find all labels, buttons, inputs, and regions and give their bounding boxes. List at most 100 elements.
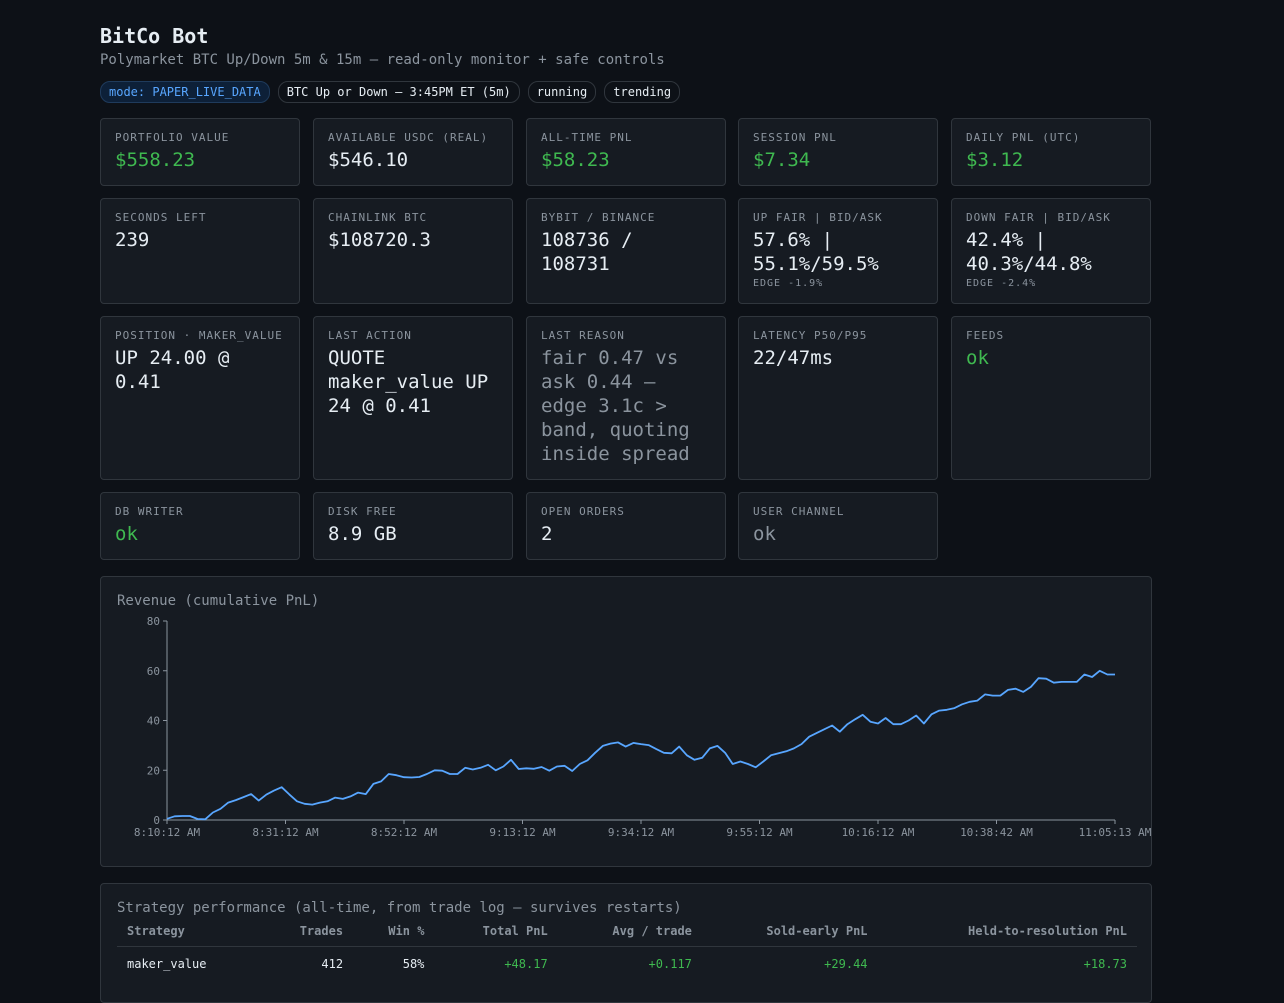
card-value: $7.34 <box>753 149 811 171</box>
run-state-badge: running <box>527 81 597 103</box>
x-tick-label: 10:16:12 AM <box>842 826 915 839</box>
card-value: $58.23 <box>541 149 610 171</box>
x-tick-label: 8:10:12 AM <box>134 826 201 839</box>
y-tick-label: 20 <box>147 764 160 777</box>
card-label: LATENCY P50/P95 <box>753 329 868 342</box>
x-tick-label: 9:13:12 AM <box>489 826 556 839</box>
card-label: CHAINLINK BTC <box>328 211 428 224</box>
table-cell: +18.73 <box>1083 957 1127 971</box>
card-daily-pnl: DAILY PNL (UTC) $3.12 <box>951 118 1151 186</box>
card-disk-free: DISK FREE 8.9 GB <box>313 492 513 560</box>
table-cell: +48.17 <box>504 957 548 971</box>
card-label: LAST ACTION <box>328 329 412 342</box>
table-cell: +29.44 <box>824 957 868 971</box>
card-up-fair: UP FAIR | BID/ASK 57.6% | 55.1%/59.5% ED… <box>738 198 938 304</box>
card-value: 42.4% | 40.3%/44.8% <box>966 229 1092 275</box>
column-header: Strategy <box>117 924 262 947</box>
page-subtitle: Polymarket BTC Up/Down 5m & 15m — read-o… <box>100 52 665 68</box>
y-tick-label: 60 <box>147 665 160 678</box>
card-label: SESSION PNL <box>753 131 837 144</box>
x-tick-label: 8:52:12 AM <box>371 826 438 839</box>
card-label: FEEDS <box>966 329 1005 342</box>
x-tick-label: 9:34:12 AM <box>608 826 675 839</box>
x-tick-label: 11:05:13 AM <box>1079 826 1151 839</box>
card-last-action: LAST ACTION QUOTE maker_value UP 24 @ 0.… <box>313 316 513 480</box>
mode-badge: mode: PAPER_LIVE_DATA <box>100 81 270 103</box>
card-value: UP 24.00 @ 0.41 <box>115 347 230 393</box>
column-header: Total PnL <box>434 924 558 947</box>
card-session-pnl: SESSION PNL $7.34 <box>738 118 938 186</box>
card-label: POSITION · MAKER_VALUE <box>115 329 283 342</box>
page-title: BitCo Bot <box>100 24 209 48</box>
card-all-time-pnl: ALL-TIME PNL $58.23 <box>526 118 726 186</box>
column-header: Held-to-resolution PnL <box>877 924 1137 947</box>
x-tick-label: 8:31:12 AM <box>252 826 319 839</box>
card-value: 239 <box>115 229 150 251</box>
card-label: UP FAIR | BID/ASK <box>753 211 883 224</box>
card-value: $558.23 <box>115 149 196 171</box>
card-label: ALL-TIME PNL <box>541 131 633 144</box>
card-value: 2 <box>541 523 553 545</box>
y-tick-label: 80 <box>147 615 160 628</box>
status-badges: mode: PAPER_LIVE_DATA BTC Up or Down — 3… <box>100 81 681 103</box>
table-cell: +0.117 <box>648 957 692 971</box>
card-feeds: FEEDS ok <box>951 316 1151 480</box>
card-value: ok <box>753 523 776 545</box>
card-value: $546.10 <box>328 149 409 171</box>
revenue-chart: 0 20 40 60 80 8:10:12 AM 8:31:12 AM 8:52:12 AM 9… <box>134 615 1151 839</box>
card-label: SECONDS LEFT <box>115 211 207 224</box>
strategy-performance-panel: Strategy performance (all-time, from tra… <box>100 883 1152 1003</box>
card-latency: LATENCY P50/P95 22/47ms <box>738 316 938 480</box>
card-bybit-binance: BYBIT / BINANCE 108736 / 108731 <box>526 198 726 304</box>
card-value: $3.12 <box>966 149 1024 171</box>
card-value: 8.9 GB <box>328 523 397 545</box>
card-label: AVAILABLE USDC (REAL) <box>328 131 489 144</box>
card-value: 108736 / 108731 <box>541 229 633 275</box>
card-label: BYBIT / BINANCE <box>541 211 656 224</box>
performance-title: Strategy performance (all-time, from tra… <box>117 900 682 916</box>
card-value: ok <box>966 347 989 369</box>
card-value: 22/47ms <box>753 347 834 369</box>
chart-title: Revenue (cumulative PnL) <box>117 593 320 609</box>
card-value: $108720.3 <box>328 229 431 251</box>
card-value: QUOTE maker_value UP 24 @ 0.41 <box>328 347 489 417</box>
table-cell: 412 <box>321 957 344 971</box>
card-edge: EDGE -2.4% <box>966 278 1037 289</box>
card-label: DAILY PNL (UTC) <box>966 131 1081 144</box>
table-row: maker_value 412 58% +48.17 +0.117 +29.44… <box>117 947 1137 971</box>
card-label: OPEN ORDERS <box>541 505 625 518</box>
regime-badge: trending <box>604 81 681 103</box>
x-tick-label: 10:38:42 AM <box>960 826 1033 839</box>
table-header-row: Strategy Trades Win % Total PnL Avg / tr… <box>117 924 1137 947</box>
table-cell: 58% <box>402 957 425 971</box>
column-header: Avg / trade <box>557 924 702 947</box>
card-value: fair 0.47 vs ask 0.44 — edge 3.1c > band… <box>541 347 690 465</box>
market-badge: BTC Up or Down — 3:45PM ET (5m) <box>277 81 520 103</box>
card-db-writer: DB WRITER ok <box>100 492 300 560</box>
card-label: LAST REASON <box>541 329 625 342</box>
column-header: Win % <box>353 924 435 947</box>
card-portfolio-value: PORTFOLIO VALUE $558.23 <box>100 118 300 186</box>
card-open-orders: OPEN ORDERS 2 <box>526 492 726 560</box>
card-value: 57.6% | 55.1%/59.5% <box>753 229 879 275</box>
column-header: Sold-early PnL <box>701 924 878 947</box>
card-available-usdc: AVAILABLE USDC (REAL) $546.10 <box>313 118 513 186</box>
series-line <box>166 669 1115 821</box>
column-header: Trades <box>261 924 354 947</box>
card-seconds-left: SECONDS LEFT 239 <box>100 198 300 304</box>
card-user-channel: USER CHANNEL ok <box>738 492 938 560</box>
card-chainlink-btc: CHAINLINK BTC $108720.3 <box>313 198 513 304</box>
card-value: ok <box>115 523 138 545</box>
card-label: DISK FREE <box>328 505 397 518</box>
table-cell: maker_value <box>127 957 207 971</box>
card-position: POSITION · MAKER_VALUE UP 24.00 @ 0.41 <box>100 316 300 480</box>
y-tick-label: 40 <box>147 715 160 728</box>
card-down-fair: DOWN FAIR | BID/ASK 42.4% | 40.3%/44.8% … <box>951 198 1151 304</box>
card-last-reason: LAST REASON fair 0.47 vs ask 0.44 — edge… <box>526 316 726 480</box>
card-label: PORTFOLIO VALUE <box>115 131 230 144</box>
card-label: DOWN FAIR | BID/ASK <box>966 211 1111 224</box>
y-tick-label: 0 <box>153 814 160 827</box>
card-label: USER CHANNEL <box>753 505 845 518</box>
performance-table: Strategy Trades Win % Total PnL Avg / tr… <box>117 924 1137 971</box>
revenue-chart-panel: Revenue (cumulative PnL) 0 20 40 60 80 8:10:1… <box>100 576 1152 867</box>
